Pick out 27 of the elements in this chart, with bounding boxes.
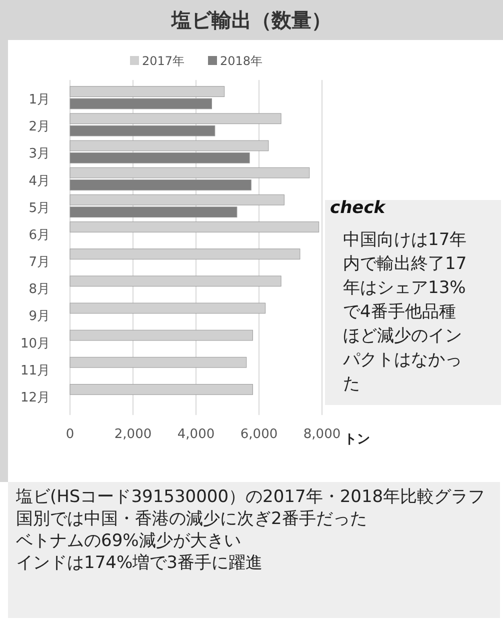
y-tick-label: 9月: [28, 309, 50, 324]
text: 国別では中国・香港の減少に次ぎ2番手だった: [16, 508, 368, 530]
y-tick-label: 6月: [28, 228, 50, 243]
x-tick-label: 4,000: [177, 427, 215, 442]
text: インドは174%増で3番手に躍進: [16, 552, 264, 574]
y-tick-label: 1月: [28, 92, 50, 108]
y-tick-label: 5月: [28, 200, 50, 216]
legend-label: 2018年: [220, 54, 263, 68]
text: check: [330, 198, 386, 218]
x-tick-label: 8,000: [303, 427, 341, 442]
y-tick-label: 3月: [28, 146, 50, 162]
x-tick-label: 0: [66, 427, 74, 442]
y-tick-label: 7月: [28, 255, 50, 270]
y-tick-label: 2月: [28, 120, 50, 135]
chart-title: 塩ビ輸出（数量）: [0, 0, 503, 40]
text: ベトナムの69%減少が大きい: [16, 530, 242, 552]
y-tick-label: 4月: [28, 174, 50, 189]
x-axis-title: トン: [344, 432, 370, 447]
y-tick-label: 11月: [20, 363, 50, 378]
text: 中国向けは17年内で輸出終了17年はシェア13%で4番手他品種ほど減少のインパクトはなかった: [343, 229, 468, 396]
legend-label: 2017年: [142, 54, 185, 68]
y-tick-label: 12月: [20, 390, 50, 406]
y-tick-label: 8月: [28, 282, 50, 298]
x-tick-label: 2,000: [114, 427, 152, 442]
y-tick-label: 10月: [20, 336, 50, 352]
text: 塩ビ(HSコード391530000）の2017年・2018年比較グラフ: [16, 486, 486, 508]
x-tick-label: 6,000: [240, 427, 278, 442]
